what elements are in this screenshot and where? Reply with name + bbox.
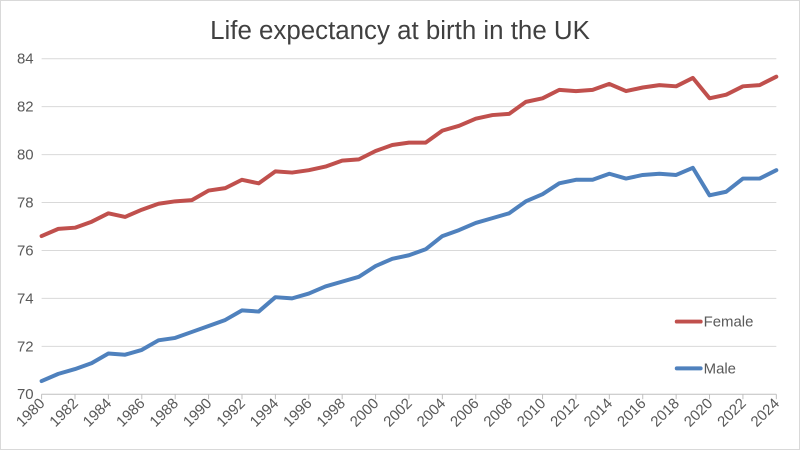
y-axis-ticks: 70 72 74 76 78 80 82 84: [17, 51, 34, 404]
x-tick-label: 2000: [347, 395, 382, 430]
x-tick-label: 1990: [180, 395, 215, 430]
x-tick-label: 2012: [547, 395, 582, 430]
x-tick-label: 2022: [714, 395, 749, 430]
x-tick-label: 1982: [46, 395, 81, 430]
y-tick-label: 80: [17, 147, 34, 164]
x-tick-label: 2008: [480, 395, 515, 430]
x-tick-label: 1994: [247, 395, 282, 430]
series-line-female: [39, 74, 779, 239]
x-tick-label: 1984: [80, 395, 115, 430]
y-tick-label: 70: [17, 386, 34, 403]
y-tick-label: 72: [17, 338, 34, 355]
y-tick-label: 76: [17, 242, 34, 259]
x-tick-label: 1992: [213, 395, 248, 430]
x-tick-label: 2006: [447, 395, 482, 430]
x-tick-label: 1996: [280, 395, 315, 430]
x-tick-label: 1986: [113, 395, 148, 430]
x-tick-label: 2014: [581, 395, 616, 430]
x-tick-label: 2002: [380, 395, 415, 430]
x-axis-ticks: 1980198219841986198819901992199419961998…: [13, 394, 783, 431]
legend-label-female: Female: [704, 314, 754, 331]
y-tick-label: 78: [17, 195, 34, 212]
chart-title: Life expectancy at birth in the UK: [210, 17, 590, 45]
x-tick-label: 2018: [647, 395, 682, 430]
legend-label-male: Male: [704, 360, 736, 377]
legend: Female Male: [674, 314, 754, 377]
x-tick-label: 2010: [514, 395, 549, 430]
x-tick-label: 1988: [146, 395, 181, 430]
x-tick-label: 2024: [748, 395, 783, 430]
x-tick-label: 2020: [681, 395, 716, 430]
y-tick-label: 74: [17, 290, 34, 307]
series-line-male: [39, 165, 779, 384]
y-tick-label: 84: [17, 51, 34, 68]
x-tick-label: 1998: [313, 395, 348, 430]
y-tick-label: 82: [17, 99, 34, 116]
x-tick-label: 2016: [614, 395, 649, 430]
series-lines: [39, 74, 779, 384]
x-tick-label: 2004: [414, 395, 449, 430]
